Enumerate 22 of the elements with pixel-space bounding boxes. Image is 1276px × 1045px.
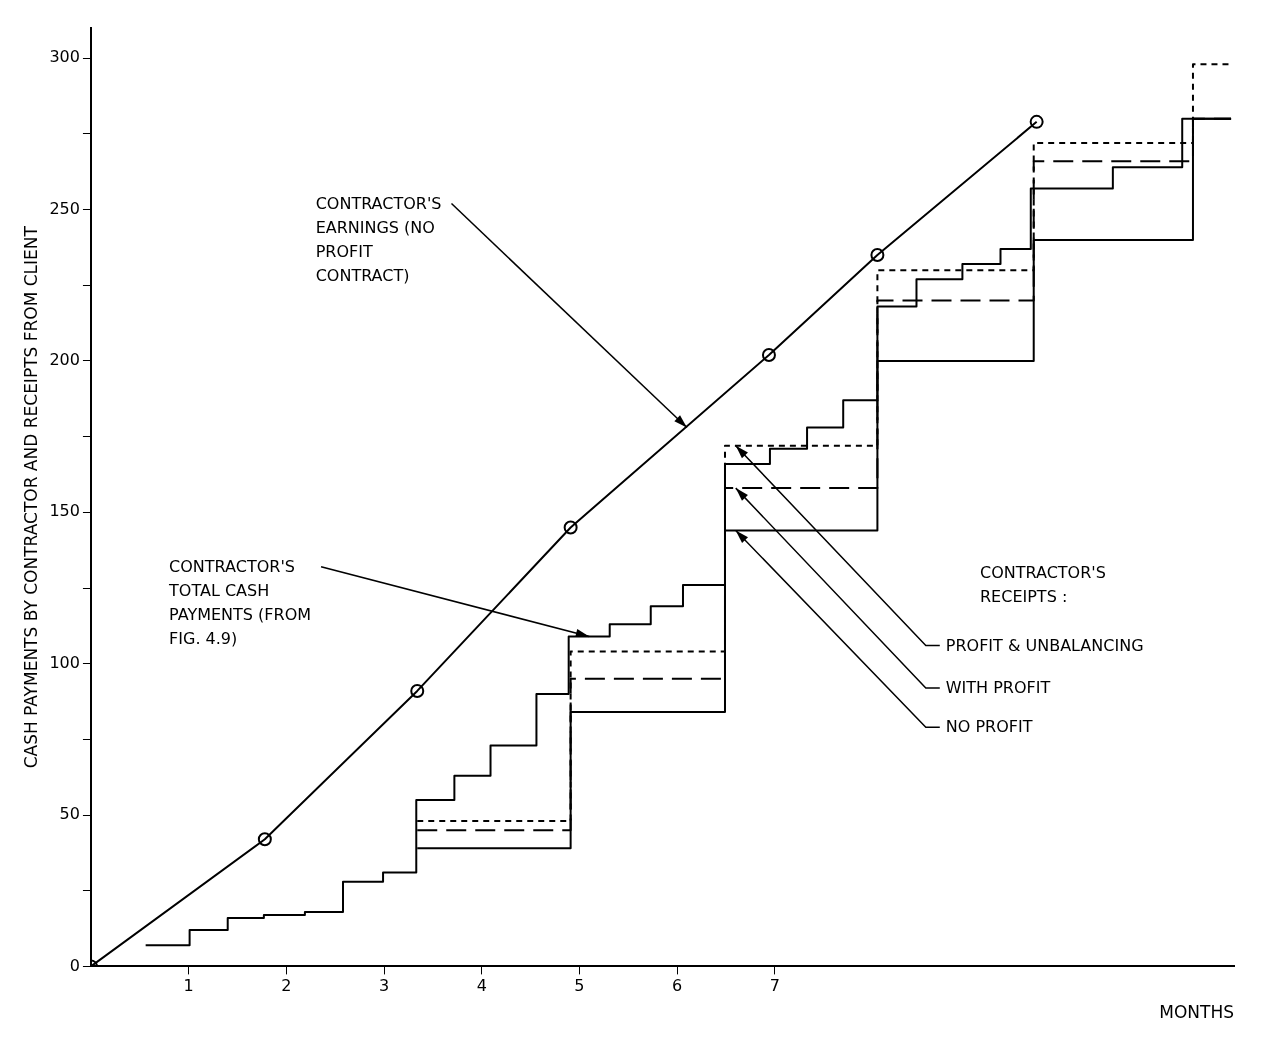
x-tick-label: 5 <box>574 976 585 996</box>
y-tick-label: 100 <box>49 652 80 672</box>
legend-title: CONTRACTOR'S RECEIPTS : <box>979 562 1106 606</box>
x-tick-label: 3 <box>378 976 390 996</box>
annotation: CONTRACTOR'S EARNINGS (NO PROFIT CONTRACT) <box>315 193 442 285</box>
annotation: PROFIT & UNBALANCING <box>945 635 1144 655</box>
y-tick-label: 250 <box>49 198 80 218</box>
y-tick-label: 300 <box>49 47 80 67</box>
y-tick-label: 0 <box>69 955 80 975</box>
x-tick-label: 6 <box>672 976 683 996</box>
y-axis-title: CASH PAYMENTS BY CONTRACTOR AND RECEIPTS FROM CLIENT <box>20 225 41 769</box>
y-tick-label: 150 <box>49 501 80 521</box>
y-tick-label: 50 <box>59 804 80 824</box>
annotation: WITH PROFIT <box>945 677 1051 697</box>
annotation: CONTRACTOR'S TOTAL CASH PAYMENTS (FROM FIG. 4.9) <box>168 556 312 648</box>
x-tick-label: 4 <box>476 976 487 996</box>
x-tick-label: 7 <box>769 976 780 996</box>
annotation: NO PROFIT <box>945 716 1033 736</box>
x-tick-label: 1 <box>183 976 194 996</box>
y-tick-label: 200 <box>49 350 80 370</box>
x-tick-label: 2 <box>281 976 292 996</box>
x-axis-title: MONTHS <box>1159 1002 1234 1023</box>
